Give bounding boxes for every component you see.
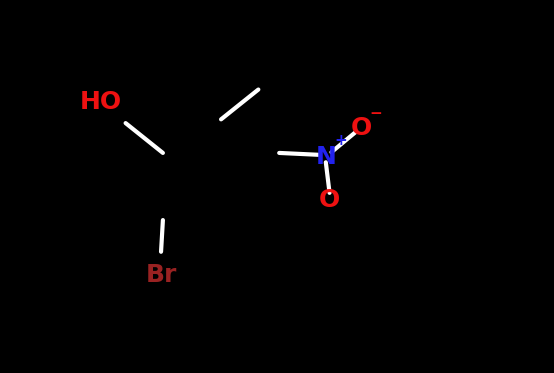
Text: O: O bbox=[319, 188, 340, 211]
Text: N: N bbox=[315, 145, 336, 169]
Text: Br: Br bbox=[145, 263, 177, 287]
Text: +: + bbox=[334, 134, 347, 148]
Text: O: O bbox=[351, 116, 372, 140]
Text: HO: HO bbox=[80, 90, 122, 114]
Text: −: − bbox=[370, 106, 382, 121]
